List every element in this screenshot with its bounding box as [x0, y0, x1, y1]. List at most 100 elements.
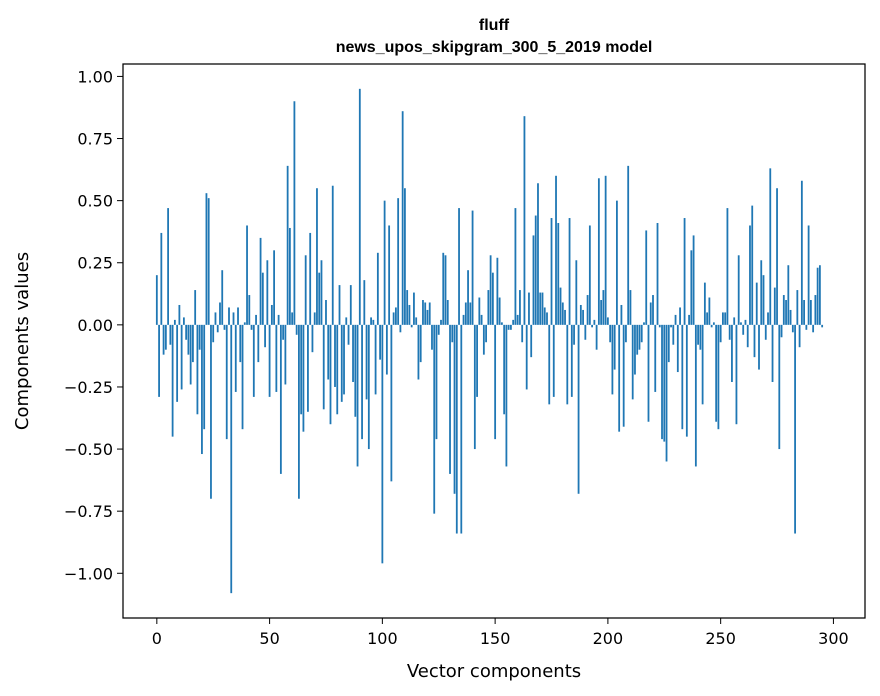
bar-208 [625, 324, 627, 343]
bar-225 [663, 324, 666, 442]
bar-78 [331, 185, 334, 325]
bar-95 [370, 317, 372, 325]
bar-200 [606, 317, 609, 325]
bar-70 [313, 312, 316, 325]
bar-88 [354, 324, 357, 417]
bar-48 [264, 324, 266, 348]
bar-39 [243, 322, 246, 325]
bar-46 [259, 237, 262, 325]
bar-63 [298, 324, 300, 499]
bar-94 [367, 324, 370, 450]
bar-59 [288, 227, 291, 325]
bar-139 [469, 302, 472, 325]
bar-34 [232, 312, 235, 325]
bar-103 [388, 225, 391, 325]
bar-194 [593, 319, 596, 325]
bar-276 [778, 324, 781, 450]
y-tick-label: −0.75 [64, 502, 113, 521]
bar-37 [239, 324, 242, 363]
bar-213 [636, 324, 639, 355]
bar-112 [408, 304, 411, 325]
bar-109 [401, 111, 404, 325]
bar-207 [622, 324, 625, 427]
bar-92 [363, 280, 366, 325]
bar-72 [318, 272, 321, 325]
bar-26 [214, 312, 217, 325]
bar-10 [178, 304, 181, 325]
bar-27 [216, 324, 219, 333]
x-tick-label: 0 [152, 629, 162, 648]
bar-140 [471, 210, 474, 325]
bar-264 [751, 205, 754, 325]
bar-235 [685, 324, 688, 437]
bar-21 [203, 324, 206, 430]
bar-229 [672, 324, 675, 345]
bar-62 [295, 324, 298, 335]
bar-287 [803, 300, 805, 325]
bar-168 [534, 215, 537, 325]
bar-214 [638, 324, 641, 350]
bar-145 [482, 324, 485, 355]
bar-221 [654, 324, 657, 392]
bar-24 [210, 324, 212, 499]
bar-49 [266, 260, 269, 325]
bar-117 [419, 324, 422, 363]
bar-57 [284, 324, 287, 385]
bar-32 [228, 307, 230, 325]
bar-170 [539, 292, 542, 325]
bar-254 [728, 324, 731, 340]
bar-153 [500, 322, 503, 325]
bar-81 [338, 285, 341, 325]
bar-267 [758, 324, 760, 370]
bar-245 [708, 297, 711, 325]
bar-23 [207, 198, 210, 325]
bar-211 [631, 324, 634, 400]
bar-189 [582, 309, 584, 325]
bar-292 [814, 295, 817, 325]
bar-295 [821, 324, 824, 328]
x-axis: 0 50 100 150 200 250 300 [152, 618, 849, 648]
bar-148 [489, 255, 492, 325]
bar-100 [381, 324, 384, 564]
bar-224 [661, 324, 663, 440]
bar-185 [573, 324, 575, 345]
bar-294 [818, 265, 821, 325]
bar-271 [767, 312, 769, 325]
bar-257 [735, 324, 738, 425]
bar-9 [176, 324, 179, 402]
bar-15 [189, 324, 192, 385]
bar-232 [679, 307, 681, 325]
bar-51 [270, 304, 273, 325]
bar-205 [618, 324, 621, 432]
bar-93 [365, 324, 368, 400]
bar-28 [219, 302, 221, 325]
bar-69 [311, 324, 314, 353]
bar-174 [548, 324, 551, 405]
bar-279 [785, 300, 787, 325]
bar-152 [498, 297, 501, 325]
x-tick-label: 250 [705, 629, 736, 648]
bar-251 [722, 312, 724, 325]
bar-84 [345, 317, 348, 325]
bar-121 [428, 302, 431, 325]
bar-186 [575, 260, 578, 325]
bar-217 [645, 230, 648, 325]
bar-115 [415, 317, 418, 325]
x-tick-label: 100 [367, 629, 398, 648]
bar-73 [320, 260, 323, 325]
bar-151 [496, 257, 499, 325]
bar-138 [467, 270, 469, 325]
bar-172 [543, 307, 546, 325]
bar-25 [212, 324, 215, 343]
bar-17 [194, 290, 197, 325]
bar-29 [221, 270, 224, 325]
bar-66 [304, 255, 307, 325]
bar-54 [277, 314, 280, 325]
bar-135 [460, 324, 463, 534]
bar-130 [449, 324, 451, 474]
bar-281 [789, 309, 792, 325]
bar-18 [196, 324, 199, 415]
bar-113 [410, 324, 413, 328]
bar-192 [588, 225, 591, 325]
bar-178 [557, 223, 560, 325]
